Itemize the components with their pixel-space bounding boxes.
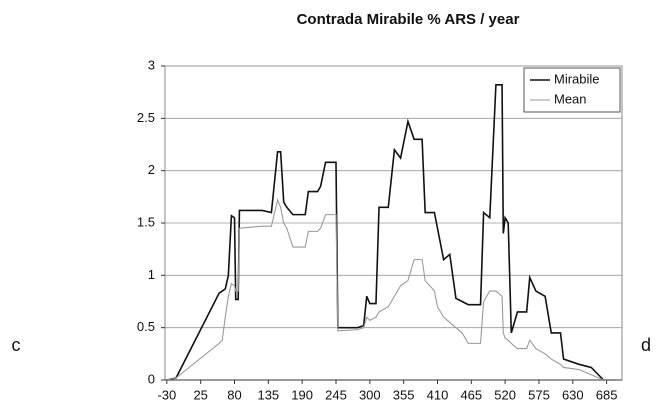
x-tick-label: 25	[193, 387, 207, 402]
y-tick-label: 1.5	[137, 214, 155, 229]
legend-box	[523, 67, 621, 113]
x-tick-label: -30	[157, 387, 176, 402]
x-tick-label: 135	[257, 387, 279, 402]
y-tick-label: 1	[148, 267, 155, 282]
y-tick-label: 0.5	[137, 319, 155, 334]
data-line	[166, 84, 616, 381]
x-tick-label: 465	[460, 387, 482, 402]
x-tick-label: 410	[427, 387, 449, 402]
y-tick-label: 3	[148, 57, 155, 72]
x-tick-label: 245	[325, 387, 347, 402]
x-tick-label: 355	[393, 387, 415, 402]
x-tick-label: 520	[494, 387, 516, 402]
annotation: c	[12, 335, 21, 355]
data-line	[166, 198, 616, 381]
y-tick-label: 0	[148, 371, 155, 386]
x-tick-label: 80	[227, 387, 241, 402]
x-tick-label: 685	[596, 387, 618, 402]
x-tick-label: 575	[528, 387, 550, 402]
chart-title: Contrada Mirabile % ARS / year	[297, 11, 520, 28]
x-tick-label: 300	[359, 387, 381, 402]
y-tick-label: 2.5	[137, 110, 155, 125]
annotation: d	[641, 335, 651, 355]
y-tick-label: 2	[148, 162, 155, 177]
legend-label: Mirabile	[554, 71, 600, 86]
x-tick-label: 630	[562, 387, 584, 402]
legend-label: Mean	[554, 91, 587, 106]
x-tick-label: 190	[291, 387, 313, 402]
